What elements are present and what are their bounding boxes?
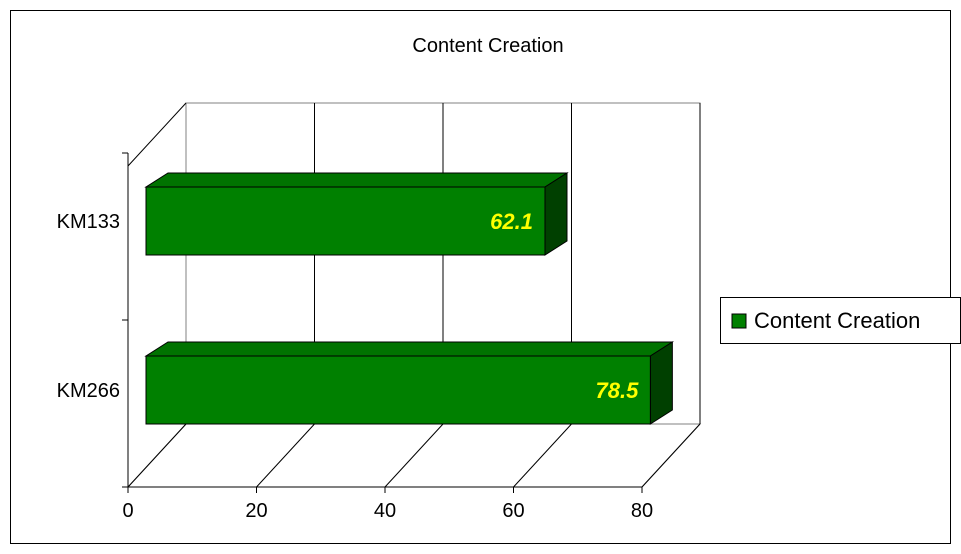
data-label: 78.5 xyxy=(596,378,640,403)
bar-front-face xyxy=(145,355,651,425)
bar-side-face xyxy=(544,172,568,256)
floor-gridline xyxy=(127,423,187,488)
chart-frame xyxy=(10,10,951,544)
bar-top-face xyxy=(144,341,675,357)
category-label: KM133 xyxy=(57,211,120,233)
legend-label: Content Creation xyxy=(754,308,920,333)
data-label: 62.1 xyxy=(490,209,533,234)
x-tick-label: 0 xyxy=(122,500,133,522)
chart-title: Content Creation xyxy=(412,35,563,57)
floor-gridline xyxy=(513,423,572,488)
x-tick-label: 80 xyxy=(631,500,653,522)
y-axis-labels: KM133 KM266 xyxy=(57,211,120,402)
x-tick-label: 20 xyxy=(245,500,267,522)
x-axis-ticks: 0 20 40 60 80 xyxy=(122,486,653,522)
bar-KM266: 78.5 xyxy=(144,341,675,425)
legend: Content Creation xyxy=(720,297,961,344)
bars: 62.1 78.5 xyxy=(144,172,675,425)
x-tick-label: 40 xyxy=(374,500,396,522)
bar-KM133: 62.1 xyxy=(144,172,569,256)
legend-box xyxy=(720,297,961,344)
category-label: KM266 xyxy=(57,380,120,402)
legend-swatch xyxy=(731,313,747,329)
side-wall-top xyxy=(127,102,187,167)
floor-gridline xyxy=(384,423,444,488)
bar-front-face xyxy=(145,186,546,256)
floor-gridline xyxy=(641,423,701,488)
bar-side-face xyxy=(649,341,673,425)
x-tick-label: 60 xyxy=(502,500,524,522)
bar-top-face xyxy=(144,172,569,188)
floor-gridline xyxy=(256,423,315,488)
